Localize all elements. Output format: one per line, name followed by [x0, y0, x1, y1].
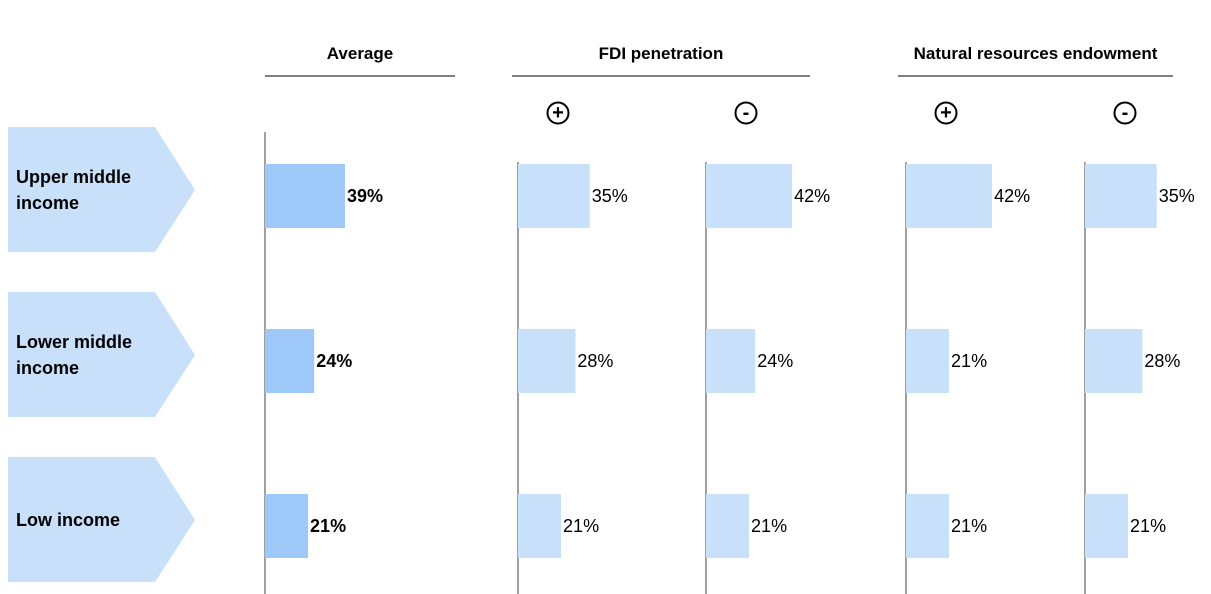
bar [906, 329, 950, 393]
bar [906, 164, 993, 228]
bar [1085, 494, 1129, 558]
sign-icon [734, 101, 758, 125]
bar [265, 494, 309, 558]
sign-label: + [940, 102, 952, 124]
value-label: 28% [577, 351, 614, 371]
bar [518, 329, 576, 393]
bar [518, 494, 562, 558]
row-label: Upper middle income [16, 166, 132, 213]
value-label: 24% [316, 351, 353, 371]
bar [706, 494, 750, 558]
group-header: Average [326, 44, 394, 63]
value-label: 21% [310, 516, 347, 536]
sign-icon [934, 101, 958, 125]
value-label: 39% [346, 186, 383, 206]
group-header: Natural resources endowment [913, 44, 1158, 63]
sign-icon [1113, 101, 1137, 125]
sign-icon [546, 101, 570, 125]
value-label: 35% [1158, 186, 1195, 206]
sign-label: - [1122, 102, 1129, 124]
value-label: 35% [591, 186, 628, 206]
bar [906, 494, 950, 558]
bar [1085, 164, 1157, 228]
row-label: Low income [16, 509, 121, 530]
bar [518, 164, 590, 228]
row-chevron [8, 457, 195, 582]
bar [706, 164, 793, 228]
value-label: 21% [951, 516, 988, 536]
sign-label: + [552, 102, 564, 124]
value-label: 21% [951, 351, 988, 371]
value-label: 21% [563, 516, 600, 536]
bar [265, 329, 315, 393]
row-chevron [8, 292, 195, 417]
value-label: 28% [1144, 351, 1181, 371]
group-header: FDI penetration [598, 44, 724, 63]
row-chevron [8, 127, 195, 252]
row-label: Lower middle income [16, 331, 133, 378]
value-label: 42% [994, 186, 1031, 206]
value-label: 21% [751, 516, 788, 536]
bar [1085, 329, 1143, 393]
sign-label: - [743, 102, 750, 124]
bar [706, 329, 756, 393]
value-label: 42% [794, 186, 831, 206]
value-label: 21% [1130, 516, 1167, 536]
bar [265, 164, 345, 228]
value-label: 24% [757, 351, 794, 371]
